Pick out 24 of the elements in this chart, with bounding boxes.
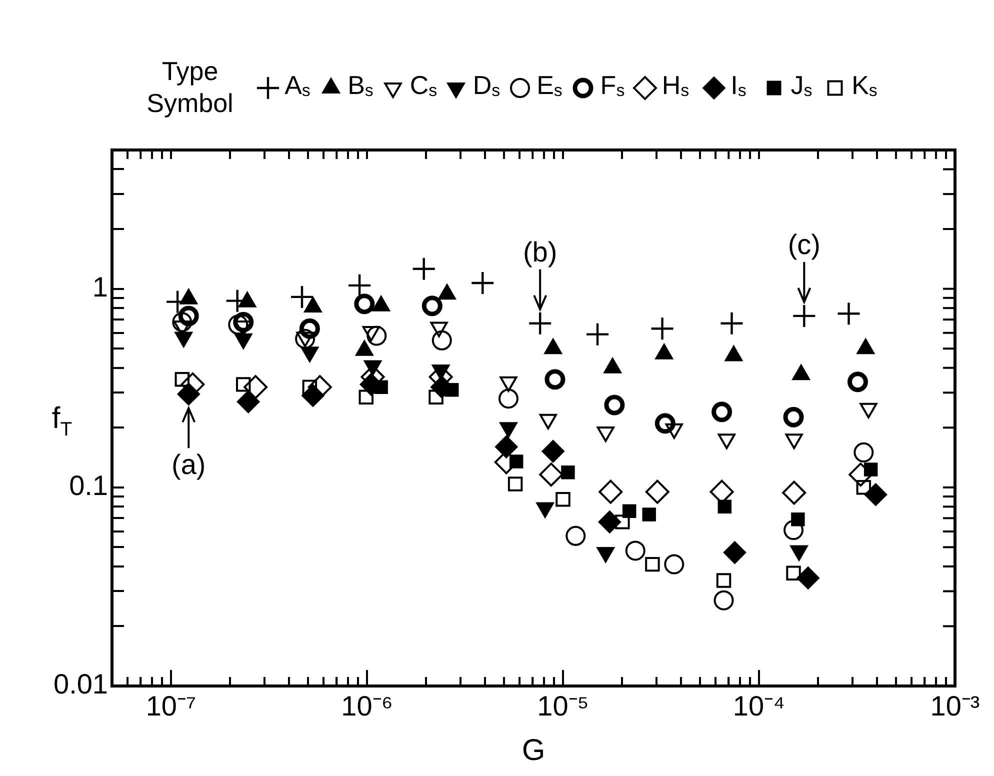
x-axis-title: G xyxy=(522,734,546,767)
annotation: (a) xyxy=(172,449,206,480)
legend-label: J$_{s}$ xyxy=(790,70,812,102)
x-tick-label: 10⁻³ xyxy=(930,690,980,722)
legend-label: C$_{s}$ xyxy=(410,70,438,102)
legend-label: I$_{s}$ xyxy=(730,70,746,102)
y-tick-label: 1 xyxy=(92,272,108,303)
y-tick-label: 0.01 xyxy=(54,668,108,700)
x-tick-label: 10⁻⁷ xyxy=(146,690,196,722)
x-tick-label: 10⁻⁵ xyxy=(537,690,589,722)
annotation: (c) xyxy=(788,228,820,260)
legend-label: H$_{s}$ xyxy=(662,70,690,102)
legend-label: D$_{s}$ xyxy=(472,70,500,102)
annotation: (b) xyxy=(522,236,558,268)
x-tick-label: 10⁻⁴ xyxy=(732,690,786,722)
y-tick-label: 0.1 xyxy=(69,470,108,502)
legend-label: K$_{s}$ xyxy=(852,70,878,102)
legend-label: A$_{s}$ xyxy=(284,70,310,102)
legend-title: Type xyxy=(162,56,218,86)
legend-label: E$_{s}$ xyxy=(536,70,562,102)
x-tick-label: 10⁻⁶ xyxy=(341,690,393,722)
text: Symbol xyxy=(146,88,234,118)
legend-label: B$_{s}$ xyxy=(348,70,374,102)
legend-label: F$_{s}$ xyxy=(600,70,625,102)
